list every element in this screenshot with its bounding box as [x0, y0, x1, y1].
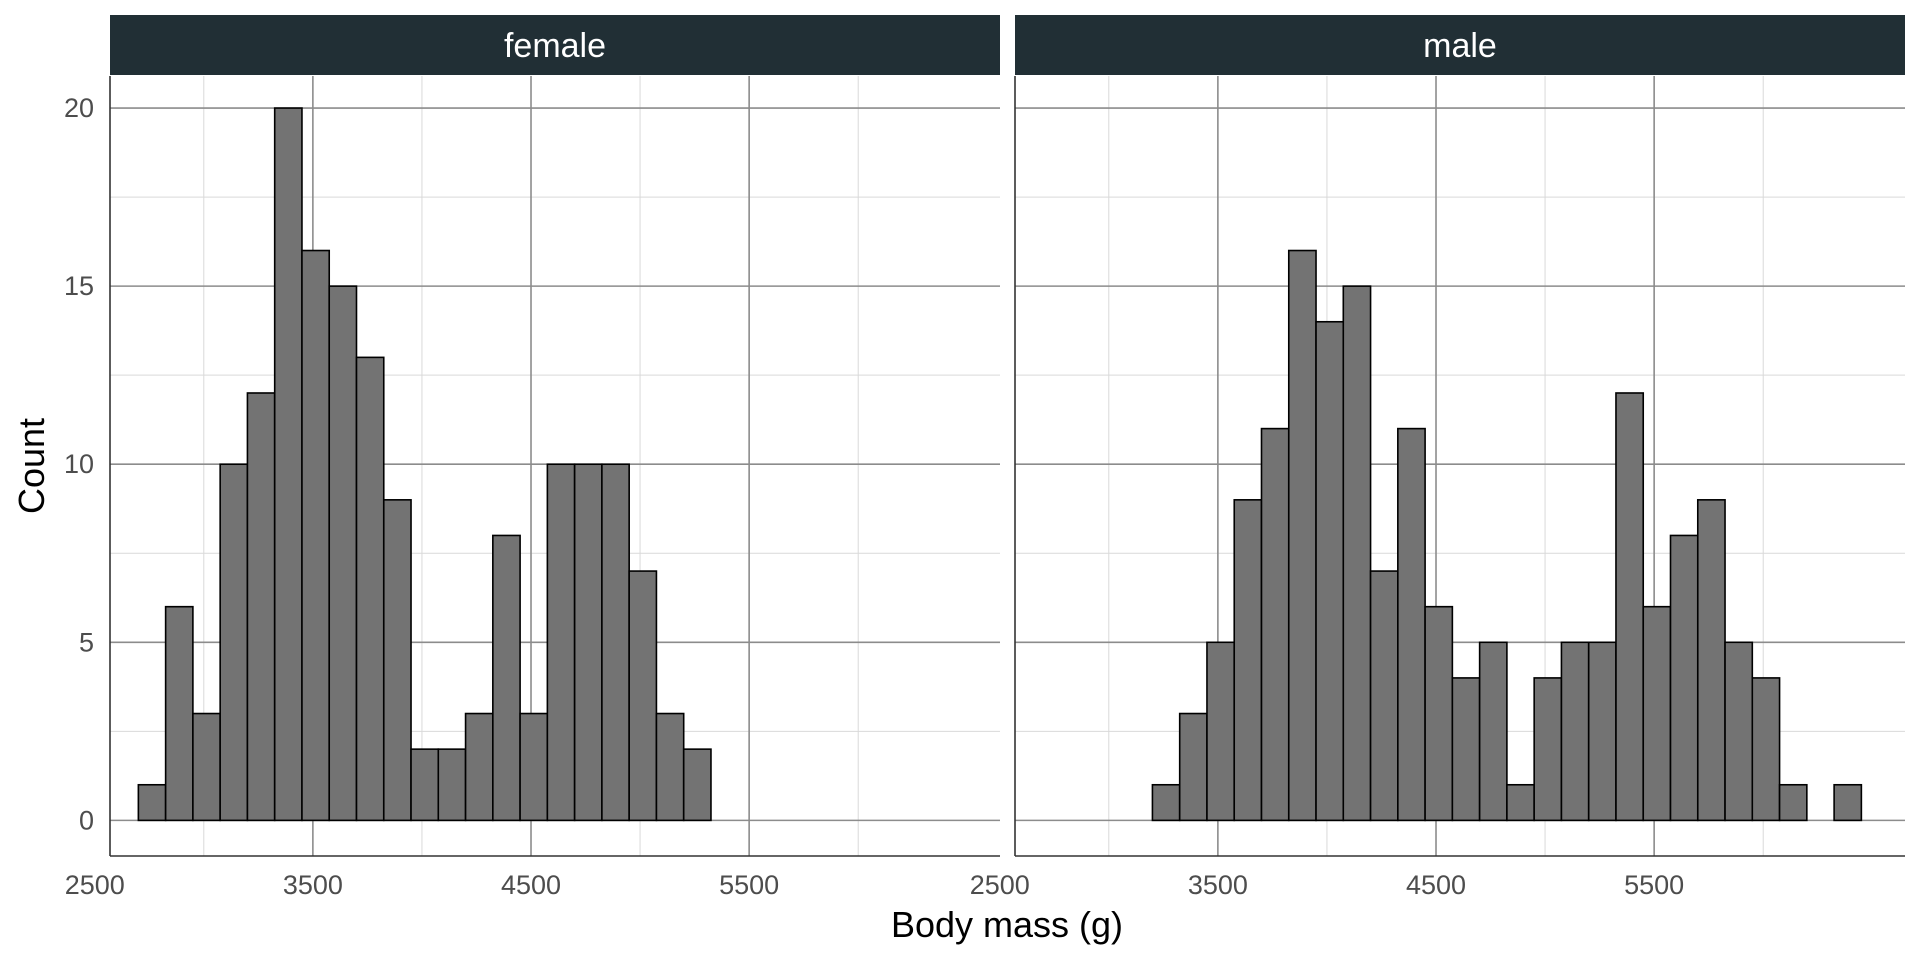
- histogram-bar: [1533, 677, 1563, 822]
- y-tick-label: 15: [64, 271, 94, 301]
- x-tick-label: 2500: [65, 870, 125, 900]
- histogram-bar: [1151, 783, 1181, 822]
- histogram-bar: [219, 463, 249, 822]
- histogram-bar: [1178, 712, 1208, 822]
- histogram-bar: [382, 499, 412, 822]
- histogram-bar: [1560, 641, 1590, 822]
- x-tick-label: 5500: [1624, 870, 1684, 900]
- histogram-bar: [1615, 392, 1645, 822]
- histogram-bar: [464, 712, 494, 822]
- histogram-bar: [628, 570, 658, 822]
- panel-female: female 2500 3500 4500 5500 0 5 10 15 20: [64, 15, 1000, 900]
- x-tick-label: 3500: [1188, 870, 1248, 900]
- histogram-bar: [1369, 570, 1399, 822]
- histogram-bar: [1451, 677, 1481, 822]
- y-tick-label: 20: [64, 93, 94, 123]
- facet-strip: [110, 15, 1000, 75]
- x-tick-label: 4500: [1406, 870, 1466, 900]
- histogram-bar: [301, 249, 331, 822]
- histogram-bar: [1424, 605, 1454, 822]
- x-axis-title: Body mass (g): [891, 904, 1123, 945]
- x-tick-label: 2500: [970, 870, 1030, 900]
- histogram-bar: [1833, 783, 1863, 822]
- histogram-bar: [546, 463, 576, 822]
- y-tick-label: 5: [79, 627, 94, 657]
- histogram-bar: [1342, 285, 1372, 822]
- histogram-bar: [682, 748, 712, 822]
- x-tick-label: 5500: [719, 870, 779, 900]
- histogram-bar: [1260, 427, 1290, 822]
- facet-strip: [1015, 15, 1905, 75]
- histogram-bar: [1696, 499, 1726, 822]
- histogram-bar: [246, 392, 276, 822]
- histogram-bar: [1478, 641, 1508, 822]
- histogram-bar: [437, 748, 467, 822]
- histogram-bar: [137, 783, 167, 822]
- histogram-bar: [573, 463, 603, 822]
- histogram-bar: [273, 107, 303, 822]
- x-tick-label: 4500: [501, 870, 561, 900]
- histogram-bar: [328, 285, 358, 822]
- x-tick-label: 3500: [283, 870, 343, 900]
- histogram-bar: [164, 605, 194, 822]
- histogram-bar: [655, 712, 685, 822]
- histogram-bar: [1397, 427, 1426, 822]
- histogram-bar: [1669, 534, 1699, 822]
- histogram-bar: [1587, 641, 1617, 822]
- histogram-bar: [1315, 320, 1345, 822]
- y-tick-label: 10: [64, 449, 94, 479]
- panel-male: male 2500 3500 4500 5500: [970, 15, 1905, 900]
- histogram-bar: [1751, 677, 1781, 822]
- histogram-bar: [519, 712, 549, 822]
- facet-label: male: [1423, 27, 1497, 65]
- histogram-bar: [410, 748, 440, 822]
- histogram-bar: [1778, 783, 1808, 822]
- histogram-bar: [1233, 499, 1263, 822]
- y-axis-title: Count: [11, 418, 52, 514]
- histogram-bar: [492, 534, 521, 822]
- histogram-bar: [192, 712, 221, 822]
- histogram-bar: [1642, 605, 1672, 822]
- histogram-bar: [355, 356, 385, 822]
- y-tick-label: 0: [79, 805, 94, 835]
- histogram-bar: [1506, 783, 1535, 822]
- histogram-bar: [601, 463, 630, 822]
- facet-label: female: [504, 27, 606, 65]
- histogram-bar: [1206, 641, 1236, 822]
- histogram-bar: [1724, 641, 1754, 822]
- histogram-bar: [1287, 249, 1317, 822]
